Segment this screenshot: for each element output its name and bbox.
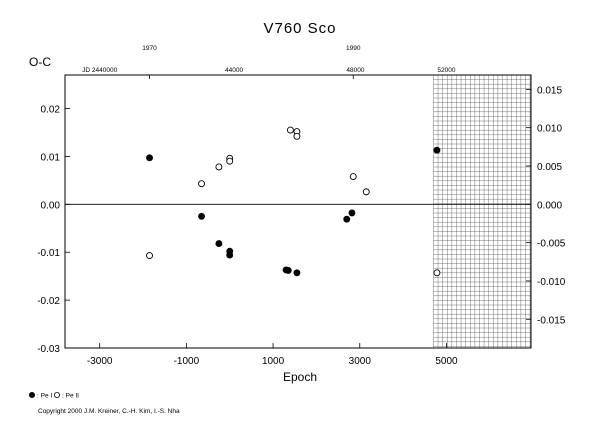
x-tick-label: 5000	[435, 356, 458, 367]
y-tick-label-left: 0.00	[41, 200, 61, 211]
jd-tick-label: 48000	[346, 67, 364, 74]
copyright-text: Copyright 2000 J.M. Kreiner, C.-H. Kim, …	[38, 408, 180, 415]
data-point-pe2	[286, 126, 294, 134]
plot-frame	[64, 74, 532, 349]
data-point-pe2	[433, 269, 441, 277]
y-tick-label-right: -0.010	[537, 277, 566, 288]
data-point-pe2	[349, 173, 357, 180]
data-point-pe1	[198, 212, 205, 220]
y-tick-label-right: -0.015	[537, 315, 566, 326]
legend-label: : Pe II	[62, 393, 79, 400]
legend: : Pe I : Pe II	[28, 391, 79, 400]
data-point-pe2	[198, 180, 205, 188]
data-point-pe1	[215, 240, 223, 248]
data-point-pe1	[226, 251, 234, 259]
y-tick-label-left: -0.02	[37, 296, 60, 307]
y-tick-label-left: -0.01	[37, 248, 60, 259]
axis-ticks: -3000 -1000 1000 3000 5000 0.02 0.01 0.00 -0.01 -…	[37, 45, 566, 367]
jd-tick-label: 52000	[437, 67, 455, 74]
y-tick-label-left: -0.03	[37, 344, 60, 355]
x-tick-label: -1000	[174, 356, 200, 367]
x-tick-label: -3000	[87, 356, 113, 367]
data-point-pe1	[348, 209, 356, 217]
legend-marker-pe1	[28, 391, 35, 398]
y-tick-label-right: 0.005	[537, 162, 562, 173]
chart-title: V760 Sco	[263, 20, 336, 37]
x-axis-label: Epoch	[283, 370, 317, 384]
y-tick-label-left: 0.01	[41, 152, 61, 163]
x-tick-label: 3000	[349, 356, 372, 367]
data-point-pe2	[215, 163, 223, 171]
x-tick-label: 1000	[262, 356, 285, 367]
y-tick-label-right: 0.000	[537, 200, 562, 211]
data-point-pe2	[146, 252, 153, 260]
y-tick-label-left: 0.02	[41, 105, 61, 116]
y-tick-label-right: -0.005	[537, 239, 566, 250]
year-tick-label: 1990	[346, 45, 361, 52]
data-point-pe1	[433, 146, 441, 154]
data-point-pe1	[146, 154, 153, 162]
data-points	[146, 126, 441, 277]
legend-marker-pe2	[54, 391, 61, 398]
data-point-pe2	[293, 132, 301, 140]
legend-label: : Pe I	[37, 393, 52, 400]
jd-tick-label: 44000	[225, 67, 243, 74]
data-point-pe1	[343, 215, 351, 223]
y-tick-label-right: 0.015	[537, 85, 562, 96]
y-tick-label-right: 0.010	[537, 124, 562, 135]
data-point-pe1	[293, 269, 301, 277]
data-point-pe2	[226, 157, 234, 165]
hatch-region	[433, 74, 531, 348]
data-point-pe2	[362, 188, 370, 196]
y-axis-label: O-C	[29, 55, 51, 69]
jd-tick-label: JD 2440000	[82, 67, 117, 74]
data-point-pe1	[284, 266, 292, 274]
year-tick-label: 1970	[142, 45, 157, 52]
